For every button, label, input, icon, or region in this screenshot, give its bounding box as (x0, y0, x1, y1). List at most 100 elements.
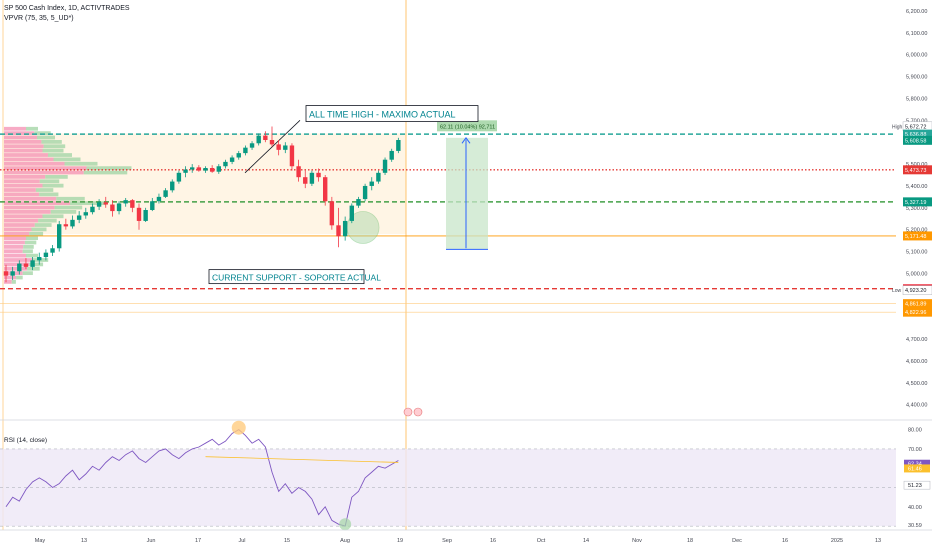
candle-body (256, 135, 261, 144)
volume-profile-bar (4, 236, 26, 241)
measure-label: 62.11 (10.04%) 92,711 (440, 124, 495, 130)
volume-profile-bar-up (54, 205, 83, 210)
volume-profile-bar (4, 166, 87, 171)
candle-body (176, 172, 182, 182)
volume-profile-bar-up (27, 266, 40, 271)
volume-profile-bar-up (34, 223, 52, 227)
candle-body (76, 215, 82, 220)
price-tag: 5,327.19 (905, 200, 926, 206)
candle-body (249, 143, 255, 148)
candle-body (296, 166, 301, 178)
volume-profile-bar-up (22, 249, 33, 254)
price-tag: 5,608.58 (905, 138, 926, 144)
candle-body (303, 177, 308, 184)
price-axis-background (896, 0, 932, 550)
price-tag-bg (903, 231, 932, 241)
time-tick-label: May (35, 538, 46, 544)
candle-body (116, 203, 122, 212)
trend-line (244, 120, 301, 174)
candle-body (276, 144, 281, 150)
volume-profile-bar-up (26, 236, 38, 241)
volume-profile-bar (4, 201, 70, 206)
support-annotation-box (208, 269, 365, 285)
volume-profile-bar-up (22, 271, 33, 276)
volume-profile-bar (4, 140, 42, 144)
price-tick-label: 5,400.00 (906, 184, 927, 190)
volume-profile-bar-up (29, 262, 44, 267)
price-tag: 4,861.89 (905, 302, 926, 308)
rsi-tick-label: 80.00 (908, 428, 922, 434)
volume-profile-bar (4, 175, 46, 179)
candle-body (150, 201, 155, 210)
price-tick-label: 5,000.00 (906, 271, 927, 277)
time-tick-label: 19 (397, 538, 403, 544)
candle-body (382, 159, 388, 173)
volume-profile-bar (4, 161, 65, 166)
candle-body (156, 196, 162, 202)
time-tick-label: 17 (195, 538, 201, 544)
candle-body (289, 145, 295, 167)
time-tick-label: Sep (442, 538, 452, 544)
volume-profile-bar (4, 126, 26, 131)
volume-profile-bar (4, 266, 28, 271)
volume-profile-bar-up (26, 253, 38, 258)
volume-profile-bar (4, 188, 36, 192)
volume-profile-bar-up (23, 245, 34, 249)
candle-body (209, 168, 215, 172)
volume-profile-bar (4, 210, 51, 214)
price-tag: 4,923.20 (905, 288, 926, 294)
ath-annotation-box (305, 105, 479, 122)
volume-profile-bar-up (56, 196, 85, 201)
price-tick-label: 6,100.00 (906, 31, 927, 37)
high-marker-label: High (892, 124, 903, 130)
rsi-tick-label: 30.59 (908, 523, 922, 529)
candle-body (170, 181, 175, 191)
candle-body (37, 257, 42, 261)
time-tick-label: Aug (340, 538, 350, 544)
time-tick-label: 16 (782, 538, 788, 544)
candle-body (203, 168, 208, 171)
price-tick-label: 4,700.00 (906, 337, 927, 343)
support-annotation-text: CURRENT SUPPORT - SOPORTE ACTUAL (212, 273, 381, 283)
time-tick-label: Jun (147, 538, 156, 544)
volume-profile-bar-up (53, 157, 81, 162)
volume-profile-bar-up (50, 210, 77, 214)
price-tick-label: 5,100.00 (906, 250, 927, 256)
candle-body (263, 135, 268, 140)
price-tag-bg (903, 129, 932, 139)
time-tick-label: 18 (687, 538, 693, 544)
candle-body (316, 172, 321, 178)
time-tick-label: 16 (490, 538, 496, 544)
candle-body (136, 207, 142, 221)
volume-profile-bar-up (70, 201, 106, 206)
volume-profile-bar (4, 253, 26, 258)
volume-profile-bar-up (37, 135, 55, 140)
volume-profile-bar (4, 205, 55, 210)
price-tag-bg (903, 135, 932, 145)
rsi-tick-label: 40.00 (908, 505, 922, 511)
volume-profile-bar-up (42, 148, 64, 153)
candle-body (103, 202, 108, 205)
price-tag: 5,171.48 (905, 234, 926, 240)
time-tick-label: 13 (875, 538, 881, 544)
price-tick-label: 4,500.00 (906, 381, 927, 387)
volume-profile-bar (4, 144, 44, 149)
price-tag: 4,822.96 (905, 310, 926, 316)
candle-body (143, 210, 148, 221)
volume-profile-bar-up (11, 280, 16, 284)
volume-profile-bar-up (64, 161, 98, 166)
candle-body (223, 161, 228, 167)
candle-body (50, 248, 55, 253)
price-tag-bg (903, 299, 932, 309)
candle-body (362, 185, 368, 200)
candle-body (96, 202, 102, 207)
candle-body (396, 140, 401, 151)
price-tick-label: 6,200.00 (906, 9, 927, 15)
time-tick-label: Jul (238, 538, 245, 544)
volume-profile-bar-up (39, 192, 59, 197)
price-tick-label: 4,600.00 (906, 359, 927, 365)
candle-body (110, 204, 115, 212)
volume-profile-bar (4, 218, 39, 223)
volume-profile-bar-up (38, 218, 57, 223)
